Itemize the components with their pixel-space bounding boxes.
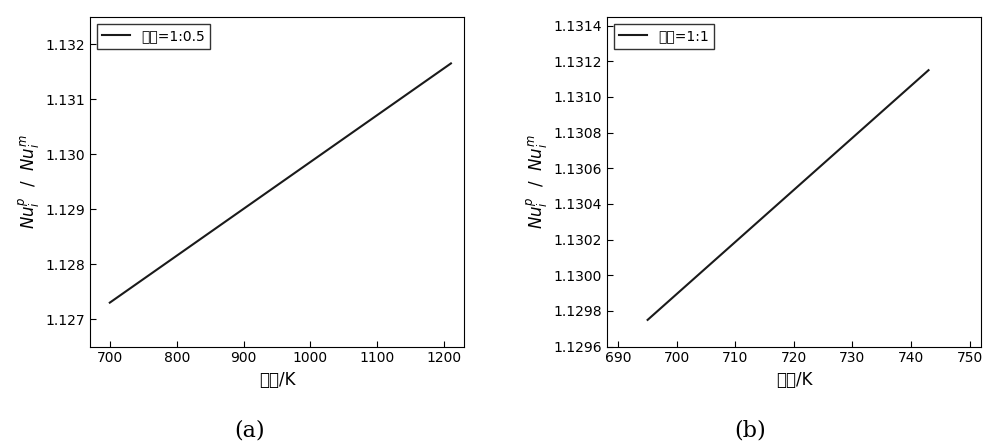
- Text: (a): (a): [235, 419, 265, 441]
- 比例=1:0.5: [445, 61, 457, 66]
- Y-axis label: $Nu_i^p$  /  $Nu_i^m$: $Nu_i^p$ / $Nu_i^m$: [17, 134, 42, 229]
- Y-axis label: $Nu_i^p$  /  $Nu_i^m$: $Nu_i^p$ / $Nu_i^m$: [525, 134, 550, 229]
- Line: 比例=1:0.5: 比例=1:0.5: [110, 64, 451, 303]
- 比例=1:1: [808, 169, 820, 175]
- 比例=1:0.5: [391, 98, 403, 104]
- 比例=1:0.5: [413, 83, 425, 89]
- 比例=1:0.5: [307, 157, 319, 163]
- X-axis label: 温度/K: 温度/K: [776, 371, 812, 389]
- 比例=1:1: [642, 317, 654, 322]
- Text: (b): (b): [734, 419, 766, 441]
- 比例=1:0.5: [313, 153, 325, 159]
- 比例=1:0.5: [104, 300, 116, 305]
- Legend: 比例=1:1: 比例=1:1: [614, 24, 714, 49]
- 比例=1:0.5: [105, 299, 117, 304]
- 比例=1:1: [809, 168, 821, 174]
- 比例=1:1: [923, 67, 935, 73]
- 比例=1:1: [643, 316, 655, 321]
- 比例=1:0.5: [306, 158, 318, 164]
- Legend: 比例=1:0.5: 比例=1:0.5: [97, 24, 210, 49]
- 比例=1:1: [878, 107, 890, 112]
- X-axis label: 温度/K: 温度/K: [259, 371, 295, 389]
- Line: 比例=1:1: 比例=1:1: [648, 70, 929, 320]
- 比例=1:1: [896, 91, 908, 96]
- 比例=1:1: [814, 164, 826, 170]
